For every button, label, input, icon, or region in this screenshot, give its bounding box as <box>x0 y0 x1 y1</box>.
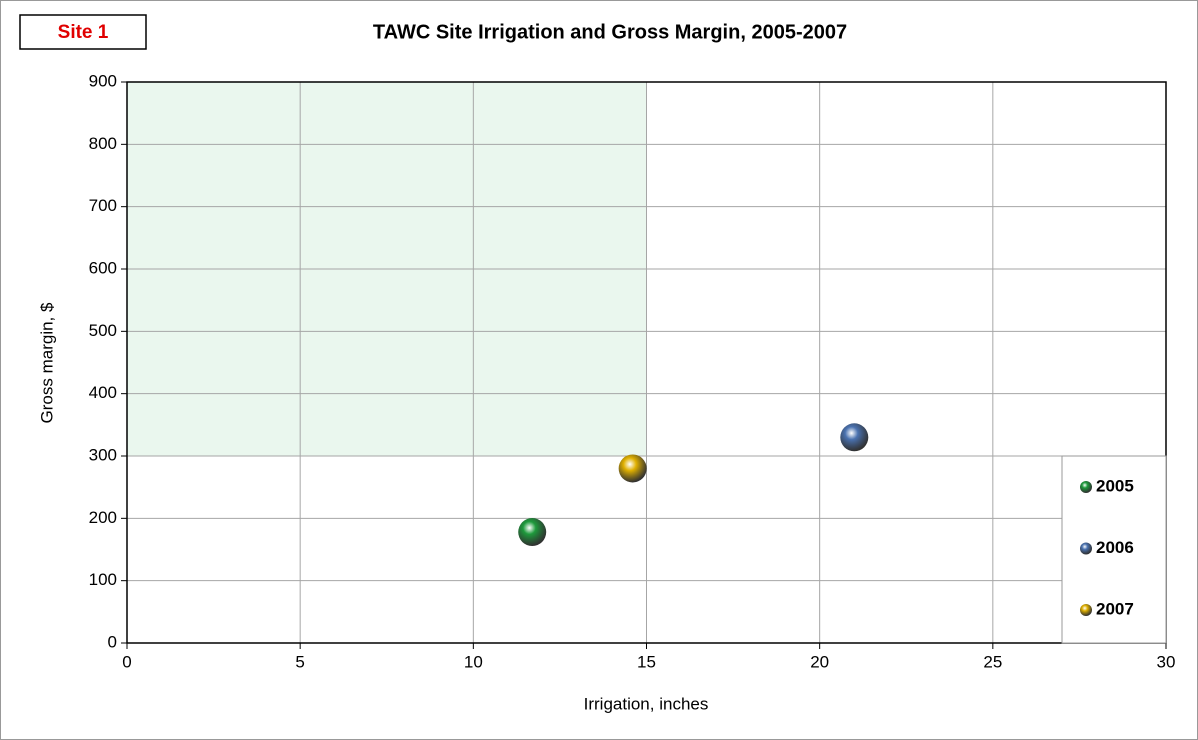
y-tick-label: 400 <box>89 383 117 402</box>
legend-label: 2006 <box>1096 538 1134 557</box>
x-tick-label: 5 <box>295 652 304 671</box>
point <box>618 454 647 483</box>
x-tick-label: 15 <box>637 652 656 671</box>
x-tick-label: 0 <box>122 652 131 671</box>
y-tick-label: 500 <box>89 321 117 340</box>
point <box>518 518 547 547</box>
y-tick-label: 600 <box>89 258 117 277</box>
y-tick-label: 300 <box>89 445 117 464</box>
y-axis-label: Gross margin, $ <box>37 302 56 423</box>
y-tick-label: 900 <box>89 71 117 90</box>
y-tick-label: 800 <box>89 134 117 153</box>
x-tick-label: 30 <box>1157 652 1176 671</box>
site-box <box>19 14 147 50</box>
x-axis-label: Irrigation, inches <box>584 694 709 713</box>
point <box>840 423 869 452</box>
y-tick-label: 100 <box>89 570 117 589</box>
legend-label: 2005 <box>1096 476 1134 495</box>
x-tick-label: 10 <box>464 652 483 671</box>
x-tick-label: 20 <box>810 652 829 671</box>
legend <box>1061 455 1167 644</box>
plot-border <box>126 81 1167 644</box>
site-label: Site 1 <box>58 22 109 43</box>
y-tick-label: 0 <box>108 632 117 651</box>
x-tick-label: 25 <box>983 652 1002 671</box>
legend-marker <box>1080 481 1092 493</box>
y-tick-label: 700 <box>89 196 117 215</box>
legend-marker <box>1080 542 1092 555</box>
y-tick-label: 200 <box>89 508 117 527</box>
legend-marker <box>1080 604 1092 616</box>
legend-label: 2007 <box>1096 599 1134 618</box>
chart-title: TAWC Site Irrigation and Gross Margin, 2… <box>373 21 847 43</box>
